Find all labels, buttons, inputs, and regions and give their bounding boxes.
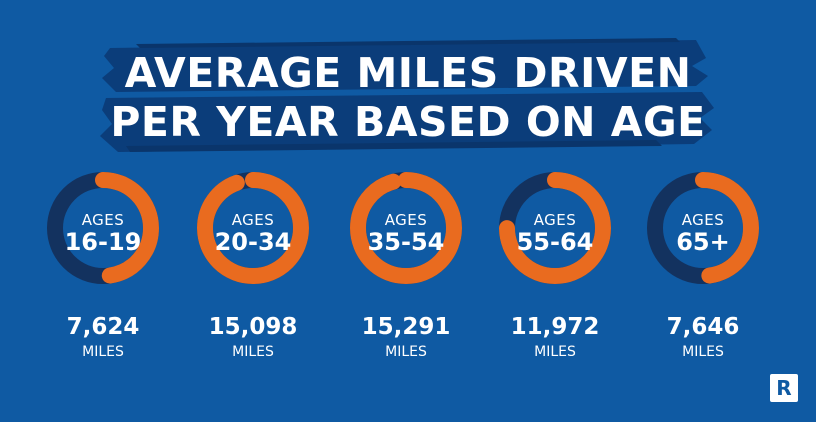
miles-unit: MILES — [534, 344, 576, 360]
ring-item-1: AGES 20-34 15,098 MILES — [183, 168, 323, 368]
title-banner: AVERAGE MILES DRIVEN PER YEAR BASED ON A… — [96, 34, 720, 158]
ramsey-r-logo-icon: R — [770, 374, 798, 402]
ages-label: AGES — [681, 211, 725, 229]
miles-value: 7,624 — [66, 314, 140, 340]
chart-title-line1: AVERAGE MILES DRIVEN — [124, 49, 692, 97]
age-range-label: 16-19 — [64, 228, 142, 256]
ring-value-arc — [47, 172, 159, 284]
ages-label: AGES — [231, 211, 275, 229]
miles-unit: MILES — [385, 344, 427, 360]
ages-label: AGES — [81, 211, 125, 229]
miles-value: 11,972 — [510, 314, 600, 340]
ring-value-arc — [350, 172, 462, 284]
chart-title-line2: PER YEAR BASED ON AGE — [110, 98, 706, 146]
brush-stroke-background — [100, 38, 714, 152]
ring-item-0: AGES 16-19 7,624 MILES — [33, 168, 173, 368]
miles-value: 15,291 — [361, 314, 451, 340]
ages-label: AGES — [533, 211, 577, 229]
donut-ring — [350, 172, 462, 284]
donut-ring — [499, 172, 611, 284]
ring-item-3: AGES 55-64 11,972 MILES — [485, 168, 625, 368]
miles-unit: MILES — [682, 344, 724, 360]
age-range-label: 65+ — [676, 228, 730, 256]
miles-value: 15,098 — [208, 314, 298, 340]
donut-rings-row: AGES 16-19 7,624 MILES AGES 20-34 15,098 MILES A… — [0, 168, 816, 368]
age-range-label: 35-54 — [367, 228, 445, 256]
ring-value-arc — [197, 172, 309, 284]
miles-value: 7,646 — [666, 314, 740, 340]
donut-ring — [47, 172, 159, 284]
donut-ring — [647, 172, 759, 284]
age-range-label: 55-64 — [516, 228, 594, 256]
ring-item-4: AGES 65+ 7,646 MILES — [633, 168, 773, 368]
ages-label: AGES — [384, 211, 428, 229]
miles-unit: MILES — [82, 344, 124, 360]
donut-ring — [197, 172, 309, 284]
miles-unit: MILES — [232, 344, 274, 360]
ring-value-arc — [647, 172, 759, 284]
age-range-label: 20-34 — [214, 228, 292, 256]
ring-item-2: AGES 35-54 15,291 MILES — [336, 168, 476, 368]
ring-value-arc — [499, 172, 611, 284]
